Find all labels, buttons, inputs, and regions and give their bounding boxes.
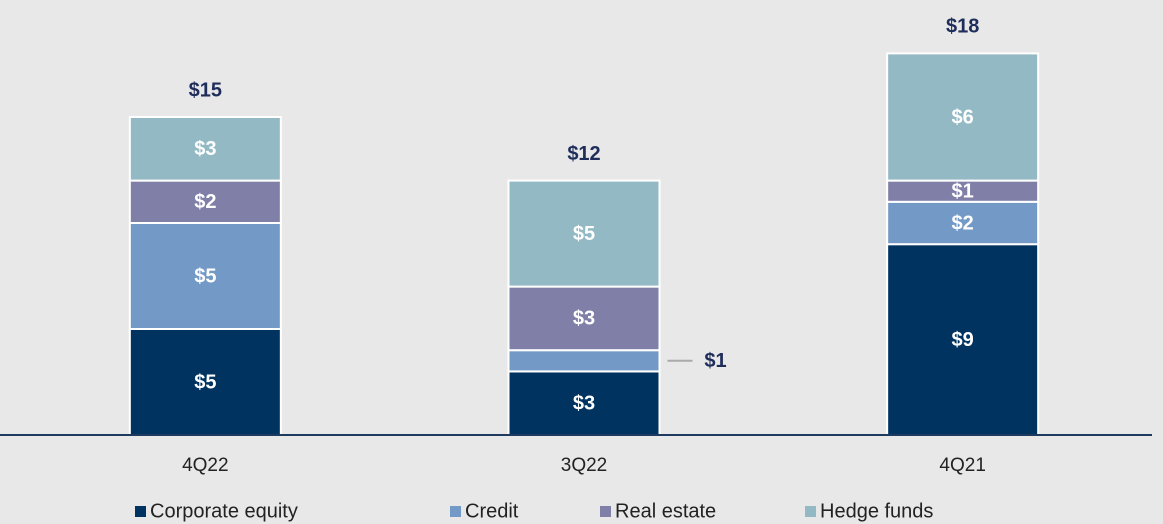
legend-label: Credit bbox=[465, 500, 519, 522]
segment-label: $5 bbox=[573, 223, 595, 245]
segment-label: $1 bbox=[704, 350, 726, 372]
legend-swatch bbox=[450, 506, 461, 517]
segment-label: $3 bbox=[573, 392, 595, 414]
bar-segment bbox=[507, 349, 661, 373]
segment-label: $2 bbox=[952, 212, 974, 234]
legend-label: Real estate bbox=[615, 500, 716, 522]
total-label: $15 bbox=[189, 79, 222, 101]
bar-segment bbox=[886, 243, 1040, 436]
x-tick-label: 3Q22 bbox=[561, 455, 607, 476]
x-tick-label: 4Q22 bbox=[182, 455, 228, 476]
legend-swatch bbox=[805, 506, 816, 517]
bar-segment bbox=[128, 328, 282, 436]
segment-label: $9 bbox=[952, 329, 974, 351]
segment-label: $6 bbox=[952, 106, 974, 128]
bar-segment bbox=[886, 200, 1040, 246]
bar-segment bbox=[128, 222, 282, 330]
bar-segment bbox=[128, 116, 282, 182]
segment-label: $3 bbox=[194, 138, 216, 160]
legend-label: Hedge funds bbox=[820, 500, 933, 522]
total-label: $12 bbox=[567, 143, 600, 165]
legend-label: Corporate equity bbox=[150, 500, 298, 522]
segment-label: $2 bbox=[194, 191, 216, 213]
segment-label: $1 bbox=[952, 180, 974, 202]
bar-segment bbox=[886, 52, 1040, 182]
segment-label: $3 bbox=[573, 308, 595, 330]
bar-segment bbox=[507, 179, 661, 288]
total-label: $18 bbox=[946, 16, 979, 38]
bar-segment bbox=[507, 285, 661, 352]
legend-swatch bbox=[135, 506, 146, 517]
legend-swatch bbox=[600, 506, 611, 517]
segment-label: $5 bbox=[194, 371, 216, 393]
segment-label: $5 bbox=[194, 265, 216, 287]
x-tick-label: 4Q21 bbox=[939, 455, 985, 476]
